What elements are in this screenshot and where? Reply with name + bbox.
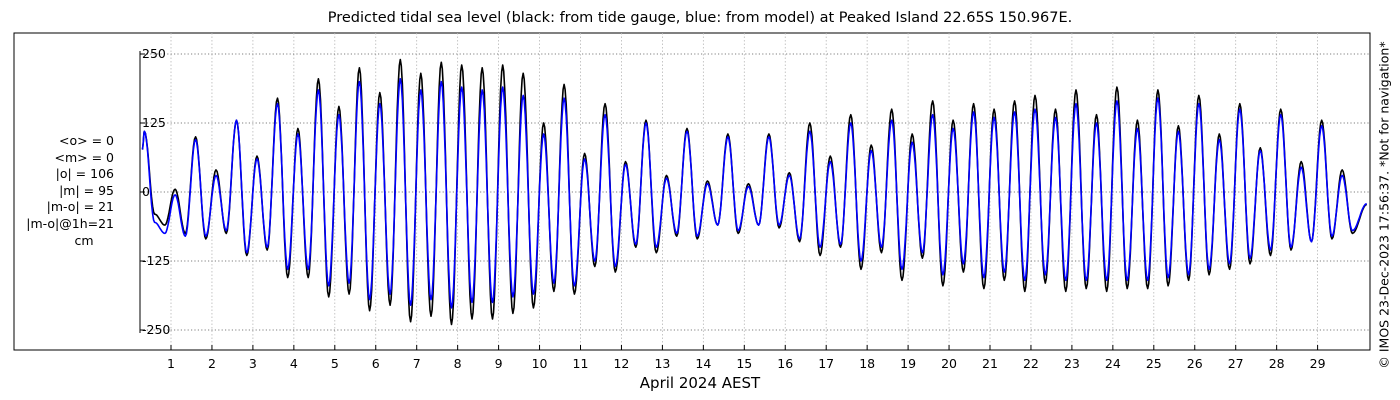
series-line-tide-gauge — [141, 58, 1368, 326]
x-tick-label: 9 — [495, 356, 503, 371]
x-tick-label: 3 — [249, 356, 257, 371]
x-tick-label: 23 — [1064, 356, 1080, 371]
x-tick-label: 29 — [1310, 356, 1326, 371]
stat-abs-diff-1h: |m-o|@1h=21 — [26, 215, 114, 231]
x-tick-label: 26 — [1187, 356, 1203, 371]
y-tick-label: 125 — [142, 115, 166, 130]
stat-mean-model: <m> = 0 — [54, 149, 115, 165]
stat-abs-model: |m| = 95 — [59, 182, 114, 198]
x-tick-label: 10 — [532, 356, 548, 371]
x-tick-label: 28 — [1269, 356, 1285, 371]
series-line-model — [141, 78, 1368, 309]
y-tick-label: 250 — [142, 46, 166, 61]
x-tick-label: 15 — [736, 356, 752, 371]
x-tick-label: 20 — [941, 356, 957, 371]
grid-lines — [140, 33, 1370, 350]
stat-unit: cm — [74, 232, 94, 248]
x-tick-label: 27 — [1228, 356, 1244, 371]
x-tick-label: 18 — [859, 356, 875, 371]
x-tick-label: 19 — [900, 356, 916, 371]
outer-frame — [13, 32, 1371, 351]
y-tick-label: -125 — [142, 253, 170, 268]
x-tick-label: 11 — [573, 356, 589, 371]
x-tick-label: 17 — [818, 356, 834, 371]
x-tick-label: 8 — [454, 356, 462, 371]
x-tick-label: 13 — [654, 356, 670, 371]
stats-panel: <o> = 0 <m> = 0 |o| = 106 |m| = 95 |m-o|… — [14, 133, 114, 249]
chart-title: Predicted tidal sea level (black: from t… — [327, 10, 1073, 26]
stat-mean-observed: <o> = 0 — [59, 133, 114, 148]
x-tick-label: 21 — [982, 356, 998, 371]
x-tick-label: 24 — [1105, 356, 1121, 371]
y-tick-label: 0 — [142, 184, 150, 199]
x-tick-label: 16 — [777, 356, 793, 371]
x-tick-label: 12 — [613, 356, 629, 371]
tick-labels: 1 2 3 4 5 6 7 8 9 10 11 12 13 14 15 16 17 18 19 20 21 22 23 24 2… — [142, 46, 1326, 371]
x-axis-label: April 2024 AEST — [639, 374, 761, 392]
y-tick-label: -250 — [142, 322, 170, 337]
x-tick-label: 1 — [167, 356, 175, 371]
stat-abs-observed: |o| = 106 — [55, 166, 114, 182]
axes — [139, 51, 1319, 350]
x-tick-label: 5 — [331, 356, 339, 371]
x-tick-label: 22 — [1023, 356, 1039, 371]
credit-label: © IMOS 23-Dec-2023 17:56:37. *Not for na… — [1376, 41, 1392, 369]
series-lines — [141, 58, 1368, 326]
x-tick-label: 25 — [1146, 356, 1162, 371]
x-tick-label: 6 — [372, 356, 380, 371]
x-tick-label: 14 — [695, 356, 711, 371]
stat-abs-diff: |m-o| = 21 — [46, 199, 114, 215]
x-tick-label: 4 — [290, 356, 298, 371]
x-tick-label: 2 — [208, 356, 216, 371]
x-tick-label: 7 — [413, 356, 421, 371]
